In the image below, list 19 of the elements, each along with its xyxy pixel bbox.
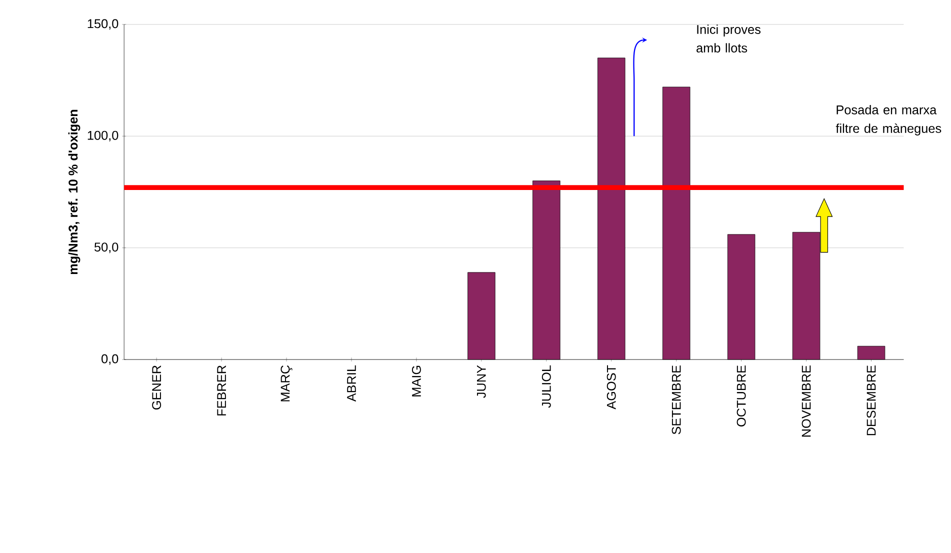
x-tick-label: JUNY bbox=[477, 365, 486, 398]
x-tick-label: OCTUBRE bbox=[736, 365, 746, 426]
x-tick-label: DESEMBRE bbox=[866, 366, 876, 436]
x-tick-label: FEBRER bbox=[217, 366, 226, 416]
y-tick-label: 100,0 bbox=[88, 130, 118, 142]
x-tick-label: SETEMBRE bbox=[672, 365, 681, 434]
annotation: Inici proves amb llots bbox=[696, 24, 761, 53]
x-tick-label: NOVEMBRE bbox=[802, 365, 811, 437]
y-tick-label: 50,0 bbox=[94, 242, 118, 254]
x-tick-label: JULIOL bbox=[542, 365, 551, 408]
x-tick-label: AGOST bbox=[606, 365, 616, 410]
x-tick-label: MARÇ bbox=[280, 365, 292, 402]
y-tick-label: 0,0 bbox=[102, 354, 118, 365]
y-tick-label: 150,0 bbox=[88, 19, 118, 30]
x-tick-label: MAIG bbox=[412, 366, 421, 396]
annotation: Posada en marxa filtre de mànegues bbox=[836, 105, 942, 136]
x-tick-label: ABRIL bbox=[347, 365, 356, 402]
x-tick-label: GENER bbox=[152, 366, 162, 410]
y-axis-title: mg/Nm3, ref. 10 % d'oxigen bbox=[68, 110, 80, 274]
